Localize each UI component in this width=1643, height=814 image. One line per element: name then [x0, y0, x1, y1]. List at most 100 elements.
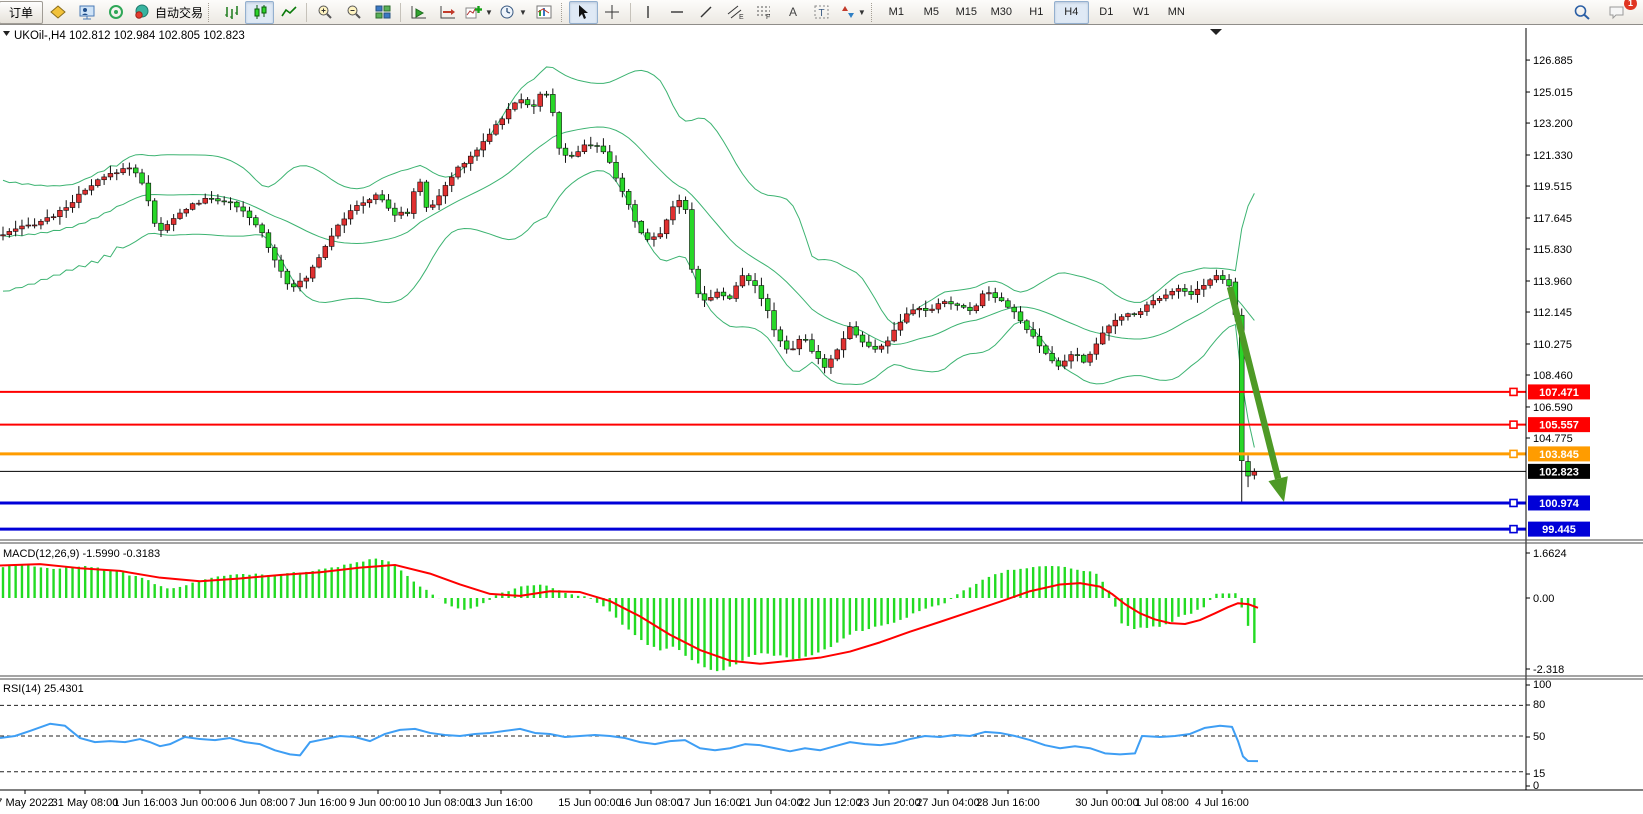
timeframe-M15[interactable]: M15	[955, 6, 977, 18]
candle	[1251, 468, 1258, 480]
arrows-tool-button[interactable]: ▼	[837, 1, 869, 24]
candle	[461, 161, 468, 174]
candle	[12, 220, 19, 237]
candle	[417, 178, 423, 196]
candle	[1106, 324, 1112, 341]
candle	[885, 336, 891, 354]
candle	[708, 289, 714, 302]
candlestick-chart-button[interactable]	[245, 0, 275, 24]
vline-tool-button[interactable]	[634, 1, 663, 24]
candle	[360, 196, 366, 214]
candle	[689, 202, 695, 273]
line-handle[interactable]	[1509, 387, 1518, 397]
candle	[335, 223, 341, 239]
candle	[840, 331, 847, 358]
periods-button[interactable]: ▼	[496, 1, 530, 24]
time-axis-label: 10 Jun 08:00	[408, 797, 472, 809]
line-handle[interactable]	[1509, 420, 1518, 429]
candle	[916, 306, 923, 318]
trendline-tool-button[interactable]	[692, 1, 721, 24]
toolbar-drag-handle[interactable]	[560, 2, 565, 22]
timeframe-D1[interactable]: D1	[1099, 6, 1114, 18]
new-order-button[interactable]: 订单	[0, 0, 44, 24]
candle	[518, 93, 524, 109]
channel-tool-button[interactable]: E	[721, 1, 750, 24]
candle	[1175, 284, 1182, 299]
candle	[6, 228, 13, 238]
symbol-search-button[interactable]	[1567, 1, 1596, 24]
svg-text:T: T	[819, 8, 825, 19]
candle	[821, 354, 828, 374]
line-chart-button[interactable]	[274, 1, 303, 24]
price-badge	[1528, 417, 1590, 433]
timeframe-MN[interactable]: MN	[1167, 6, 1185, 18]
timeframe-M5[interactable]: M5	[923, 6, 939, 18]
candle	[1125, 312, 1131, 321]
candle	[524, 97, 531, 108]
text-tool-button[interactable]: A	[779, 1, 808, 24]
chart-shift-button[interactable]	[433, 1, 462, 24]
line-handle[interactable]	[1509, 524, 1518, 534]
chat-bubble-icon	[1609, 6, 1623, 20]
bar-chart-button[interactable]	[216, 1, 245, 24]
timeframe-M30[interactable]: M30	[990, 6, 1012, 18]
tile-windows-icon	[375, 5, 391, 19]
candle	[265, 229, 272, 253]
candle	[537, 91, 543, 112]
macd-signal-line	[0, 563, 1259, 665]
macd-axis-label: 0.00	[1533, 593, 1554, 605]
cursor-tool-button[interactable]	[568, 0, 598, 24]
candle	[923, 300, 929, 318]
virtual-hosting-button[interactable]	[72, 1, 101, 24]
zoom-out-button[interactable]	[339, 1, 368, 24]
tile-windows-button[interactable]	[368, 1, 397, 24]
candle	[550, 88, 556, 117]
timeframe-H4[interactable]: H4	[1053, 0, 1089, 24]
candle	[670, 200, 676, 225]
trendline-icon	[700, 6, 712, 18]
chart-shift-marker-icon[interactable]	[1210, 29, 1222, 35]
trend-arrow-head[interactable]	[1268, 476, 1288, 502]
line-handle[interactable]	[1509, 498, 1518, 508]
candle	[76, 186, 82, 209]
timeframe-W1[interactable]: W1	[1133, 6, 1150, 18]
candle	[765, 293, 771, 319]
candle	[954, 302, 961, 311]
label-tool-button[interactable]: T	[808, 1, 837, 24]
candle	[145, 175, 152, 207]
candle	[897, 313, 904, 336]
rsi-axis-label: 0	[1533, 780, 1539, 792]
chart-object-marker-icon[interactable]	[3, 31, 10, 36]
history-button[interactable]	[43, 1, 72, 24]
candle	[1188, 285, 1194, 300]
timeframe-M1[interactable]: M1	[888, 6, 904, 18]
toolbar-drag-handle[interactable]	[870, 2, 875, 22]
notifications-button[interactable]: 1	[1602, 0, 1637, 24]
auto-scroll-button[interactable]	[404, 1, 433, 24]
autotrading-button[interactable]: 自动交易	[130, 1, 206, 24]
zoom-in-button[interactable]	[310, 1, 339, 24]
trend-arrow[interactable]	[1226, 286, 1282, 480]
line-handle[interactable]	[1509, 449, 1518, 459]
candle	[25, 217, 31, 229]
fibonacci-tool-button[interactable]: F	[750, 1, 779, 24]
candle	[790, 340, 796, 351]
candle	[979, 290, 986, 309]
bollinger-lower-band	[2, 170, 1255, 448]
signals-button[interactable]	[101, 1, 130, 24]
time-axis-label: 28 Jun 16:00	[976, 797, 1040, 809]
chart-template-button[interactable]	[530, 1, 559, 24]
hline-tool-button[interactable]	[663, 1, 692, 24]
candle	[38, 219, 44, 230]
toolbar-drag-handle[interactable]	[208, 2, 212, 22]
timeframe-H1[interactable]: H1	[1029, 6, 1044, 18]
crosshair-tool-button[interactable]	[598, 1, 627, 24]
time-axis-label: 27 Jun 04:00	[916, 797, 980, 809]
time-axis-label: 3 Jun 00:00	[171, 797, 229, 809]
candle	[613, 155, 619, 182]
add-indicator-button[interactable]: ▼	[462, 1, 496, 24]
dropdown-caret-icon: ▼	[857, 7, 866, 17]
candle	[474, 147, 480, 161]
